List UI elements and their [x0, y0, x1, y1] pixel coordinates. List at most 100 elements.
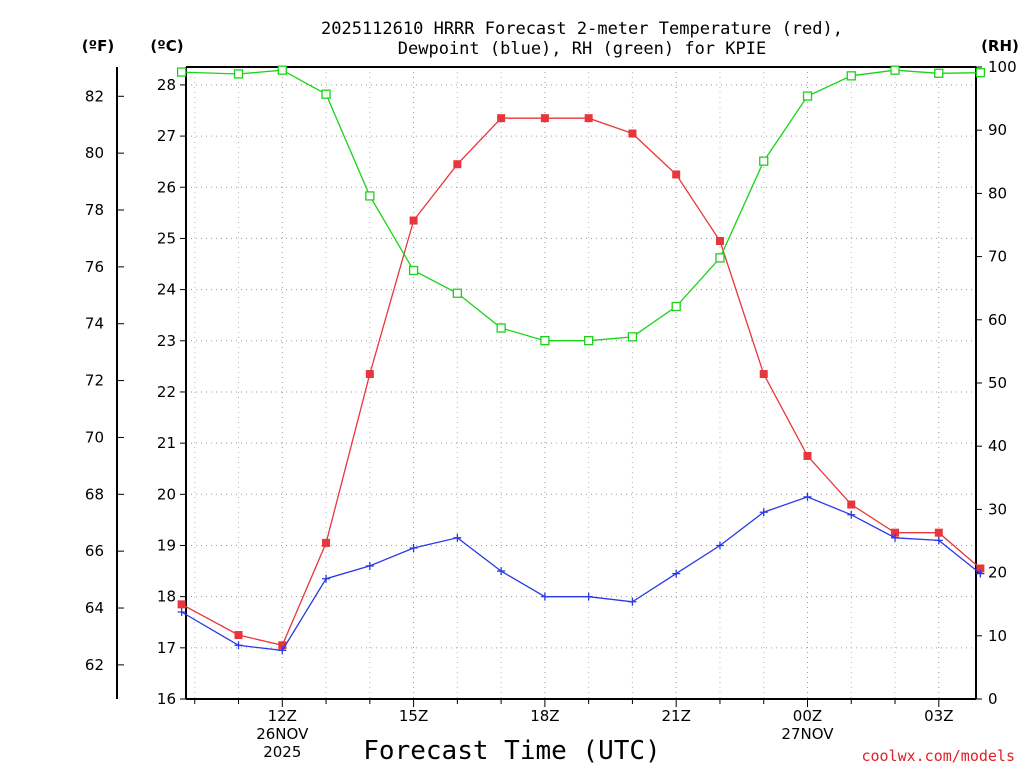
- dewpoint-point: [234, 641, 243, 650]
- rh-point: [890, 65, 900, 75]
- fahrenheit-tick-label: 76: [85, 258, 104, 276]
- temperature-point: [628, 129, 637, 138]
- rh-point: [540, 336, 550, 346]
- x-tick-label: 12Z: [268, 707, 297, 725]
- temperature-point: [453, 160, 462, 169]
- dewpoint-point: [976, 569, 985, 578]
- dewpoint-point: [322, 574, 331, 583]
- dewpoint-point: [715, 541, 724, 550]
- temperature-point: [540, 114, 549, 123]
- dewpoint-point: [278, 646, 287, 655]
- rh-tick-label: 90: [988, 121, 1007, 139]
- celsius-tick-label: 18: [157, 588, 176, 606]
- dewpoint-point: [628, 597, 637, 606]
- celsius-tick-label: 25: [157, 229, 176, 247]
- temperature-point: [322, 538, 331, 547]
- rh-tick-label: 70: [988, 248, 1007, 266]
- celsius-tick-label: 21: [157, 434, 176, 452]
- chart-title-line-1: 2025112610 HRRR Forecast 2-meter Tempera…: [321, 19, 843, 39]
- temperature-point: [365, 370, 374, 379]
- rh-point: [975, 68, 986, 78]
- rh-point: [176, 67, 187, 77]
- dewpoint-point: [540, 592, 549, 601]
- rh-tick-label: 10: [988, 627, 1007, 645]
- rh-point: [671, 301, 681, 312]
- rh-tick-label: 80: [988, 184, 1007, 202]
- temperature-point: [278, 641, 287, 650]
- rh-tick-label: 30: [988, 500, 1007, 518]
- x-tick-label: 00Z: [793, 707, 822, 725]
- fahrenheit-tick-label: 74: [85, 315, 104, 333]
- data-series: [176, 65, 986, 655]
- rh-tick-label: 50: [988, 374, 1007, 392]
- rh-point: [408, 265, 419, 276]
- temperature-point: [584, 114, 593, 123]
- axes: 16 17 18 19 20 21 22 23 24 25 26 27 28 62 64 66 68 70 72 74…: [85, 58, 1017, 761]
- rh-tick-label: 60: [988, 311, 1007, 329]
- x-axis-label: Forecast Time (UTC): [363, 736, 660, 766]
- celsius-tick-label: 20: [157, 485, 176, 503]
- series-temperature: [177, 114, 985, 650]
- temperature-point: [234, 631, 243, 640]
- dewpoint-point: [177, 608, 186, 617]
- temperature-point: [803, 451, 812, 460]
- fahrenheit-tick-label: 62: [85, 656, 104, 674]
- rh-tick-label: 20: [988, 564, 1007, 582]
- dewpoint-point: [803, 492, 812, 501]
- rh-point: [934, 68, 944, 78]
- x-tick-label: 27NOV: [781, 725, 834, 743]
- dewpoint-point: [847, 510, 856, 519]
- rh-tick-label: 40: [988, 437, 1007, 455]
- x-tick-label: 26NOV: [256, 725, 309, 743]
- temperature-point: [409, 216, 418, 225]
- celsius-tick-label: 24: [157, 281, 176, 299]
- fahrenheit-tick-label: 68: [85, 485, 104, 503]
- dewpoint-point: [409, 544, 418, 553]
- celsius-tick-label: 26: [157, 178, 176, 196]
- x-tick-label: 18Z: [530, 707, 559, 725]
- dewpoint-point: [453, 533, 462, 542]
- x-tick-label: 15Z: [399, 707, 428, 725]
- rh-point: [233, 69, 244, 79]
- fahrenheit-axis-unit: (ºF): [82, 37, 114, 55]
- temperature-point: [715, 236, 724, 245]
- series-dewpoint: [177, 492, 985, 655]
- rh-tick-label: 100: [988, 58, 1017, 76]
- celsius-tick-label: 16: [157, 690, 176, 708]
- celsius-tick-label: 22: [157, 383, 176, 401]
- rh-point: [759, 156, 769, 166]
- chart-title-line-2: Dewpoint (blue), RH (green) for KPIE: [398, 39, 766, 59]
- fahrenheit-tick-label: 64: [85, 599, 104, 617]
- fahrenheit-tick-label: 80: [85, 144, 104, 162]
- celsius-tick-label: 23: [157, 332, 176, 350]
- celsius-tick-label: 28: [157, 76, 176, 94]
- x-tick-label: 03Z: [924, 707, 953, 725]
- rh-point: [321, 89, 331, 99]
- temperature-point: [497, 114, 506, 123]
- celsius-tick-label: 19: [157, 536, 176, 554]
- x-tick-label: 2025: [263, 743, 301, 761]
- dewpoint-point: [584, 592, 593, 601]
- fahrenheit-tick-label: 66: [85, 542, 104, 560]
- dewpoint-point: [759, 508, 768, 517]
- rh-point: [584, 336, 594, 346]
- temperature-point: [177, 600, 186, 609]
- celsius-tick-label: 17: [157, 639, 176, 657]
- celsius-tick-label: 27: [157, 127, 176, 145]
- rh-axis-unit: (RH): [981, 37, 1019, 55]
- rh-point: [365, 191, 375, 201]
- rh-point: [277, 65, 287, 75]
- temperature-point: [976, 564, 985, 573]
- x-tick-label: 21Z: [662, 707, 691, 725]
- dewpoint-point: [672, 569, 681, 578]
- rh-tick-label: 0: [988, 690, 998, 708]
- temperature-point: [934, 528, 943, 537]
- dewpoint-point: [891, 533, 900, 542]
- rh-point: [802, 91, 813, 101]
- dewpoint-point: [934, 536, 943, 545]
- temperature-point: [672, 170, 681, 179]
- series-rh: [176, 65, 986, 346]
- fahrenheit-tick-label: 72: [85, 372, 104, 390]
